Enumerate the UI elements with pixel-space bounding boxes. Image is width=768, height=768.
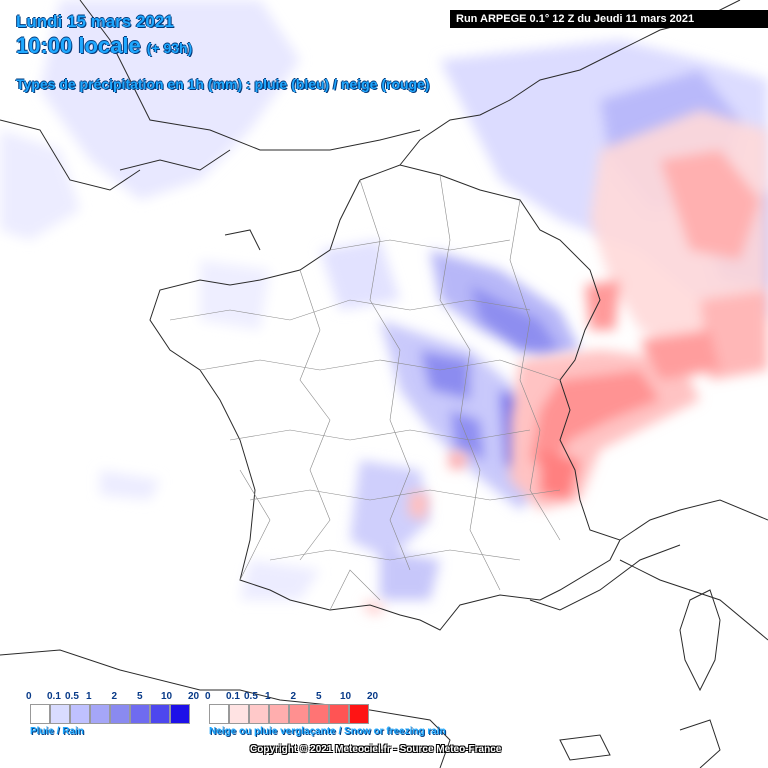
rain-legend-tick-label: 10: [161, 691, 173, 702]
snow-legend-tick-label: 20: [367, 691, 379, 702]
snow-legend-tick-label: 5: [316, 691, 322, 702]
snow-legend-tick-label: 0: [205, 691, 211, 702]
rain-legend-tick-label: 1: [86, 691, 92, 702]
run-banner: Run ARPEGE 0.1° 12 Z du Jeudi 11 mars 20…: [450, 10, 768, 28]
rain-legend-swatch: [170, 704, 190, 724]
forecast-date: Lundi 15 mars 2021: [16, 12, 174, 31]
snow-legend-swatch: [269, 704, 289, 724]
rain-legend-tick-label: 0: [26, 691, 32, 702]
snow-legend-tick-label: 0.5: [244, 691, 258, 702]
rain-legend-swatch: [110, 704, 130, 724]
rain-legend-tick-label: 5: [137, 691, 143, 702]
snow-legend-tick-label: 2: [290, 691, 297, 702]
map-subtitle: Types de précipitation en 1h (mm) : plui…: [16, 76, 430, 92]
snow-legend-swatch: [329, 704, 349, 724]
rain-legend-tick-label: 0.1: [47, 691, 61, 702]
rain-legend-tick-label: 0.5: [65, 691, 79, 702]
snow-legend-swatch: [209, 704, 229, 724]
rain-legend-swatch: [50, 704, 70, 724]
snow-legend-tick-label: 10: [340, 691, 352, 702]
snow-legend-caption: Neige ou pluie verglaçante / Snow or fre…: [209, 726, 446, 737]
rain-legend-swatch: [70, 704, 90, 724]
snow-legend-swatch: [349, 704, 369, 724]
forecast-offset: (+ 93h): [146, 40, 193, 56]
forecast-time-value: 10:00 locale: [16, 33, 141, 58]
copyright: Copyright © 2021 Meteociel.fr - Source M…: [250, 744, 502, 755]
snow-legend-swatch: [289, 704, 309, 724]
rain-legend-caption: Pluie / Rain: [30, 726, 84, 737]
rain-legend-tick-label: 20: [188, 691, 200, 702]
snow-legend-swatch: [229, 704, 249, 724]
rain-legend-swatch: [150, 704, 170, 724]
rain-legend-swatch: [30, 704, 50, 724]
snow-legend-swatch: [249, 704, 269, 724]
snow-legend-tick-label: 1: [265, 691, 271, 702]
snow-legend-swatch: [309, 704, 329, 724]
rain-legend-tick-label: 2: [111, 691, 118, 702]
snow-legend-tick-label: 0.1: [226, 691, 240, 702]
rain-legend-swatch: [130, 704, 150, 724]
snow-field: [365, 110, 768, 615]
rain-legend-swatch: [90, 704, 110, 724]
department-borders: [169, 174, 561, 611]
forecast-time: 10:00 locale (+ 93h): [16, 33, 192, 59]
